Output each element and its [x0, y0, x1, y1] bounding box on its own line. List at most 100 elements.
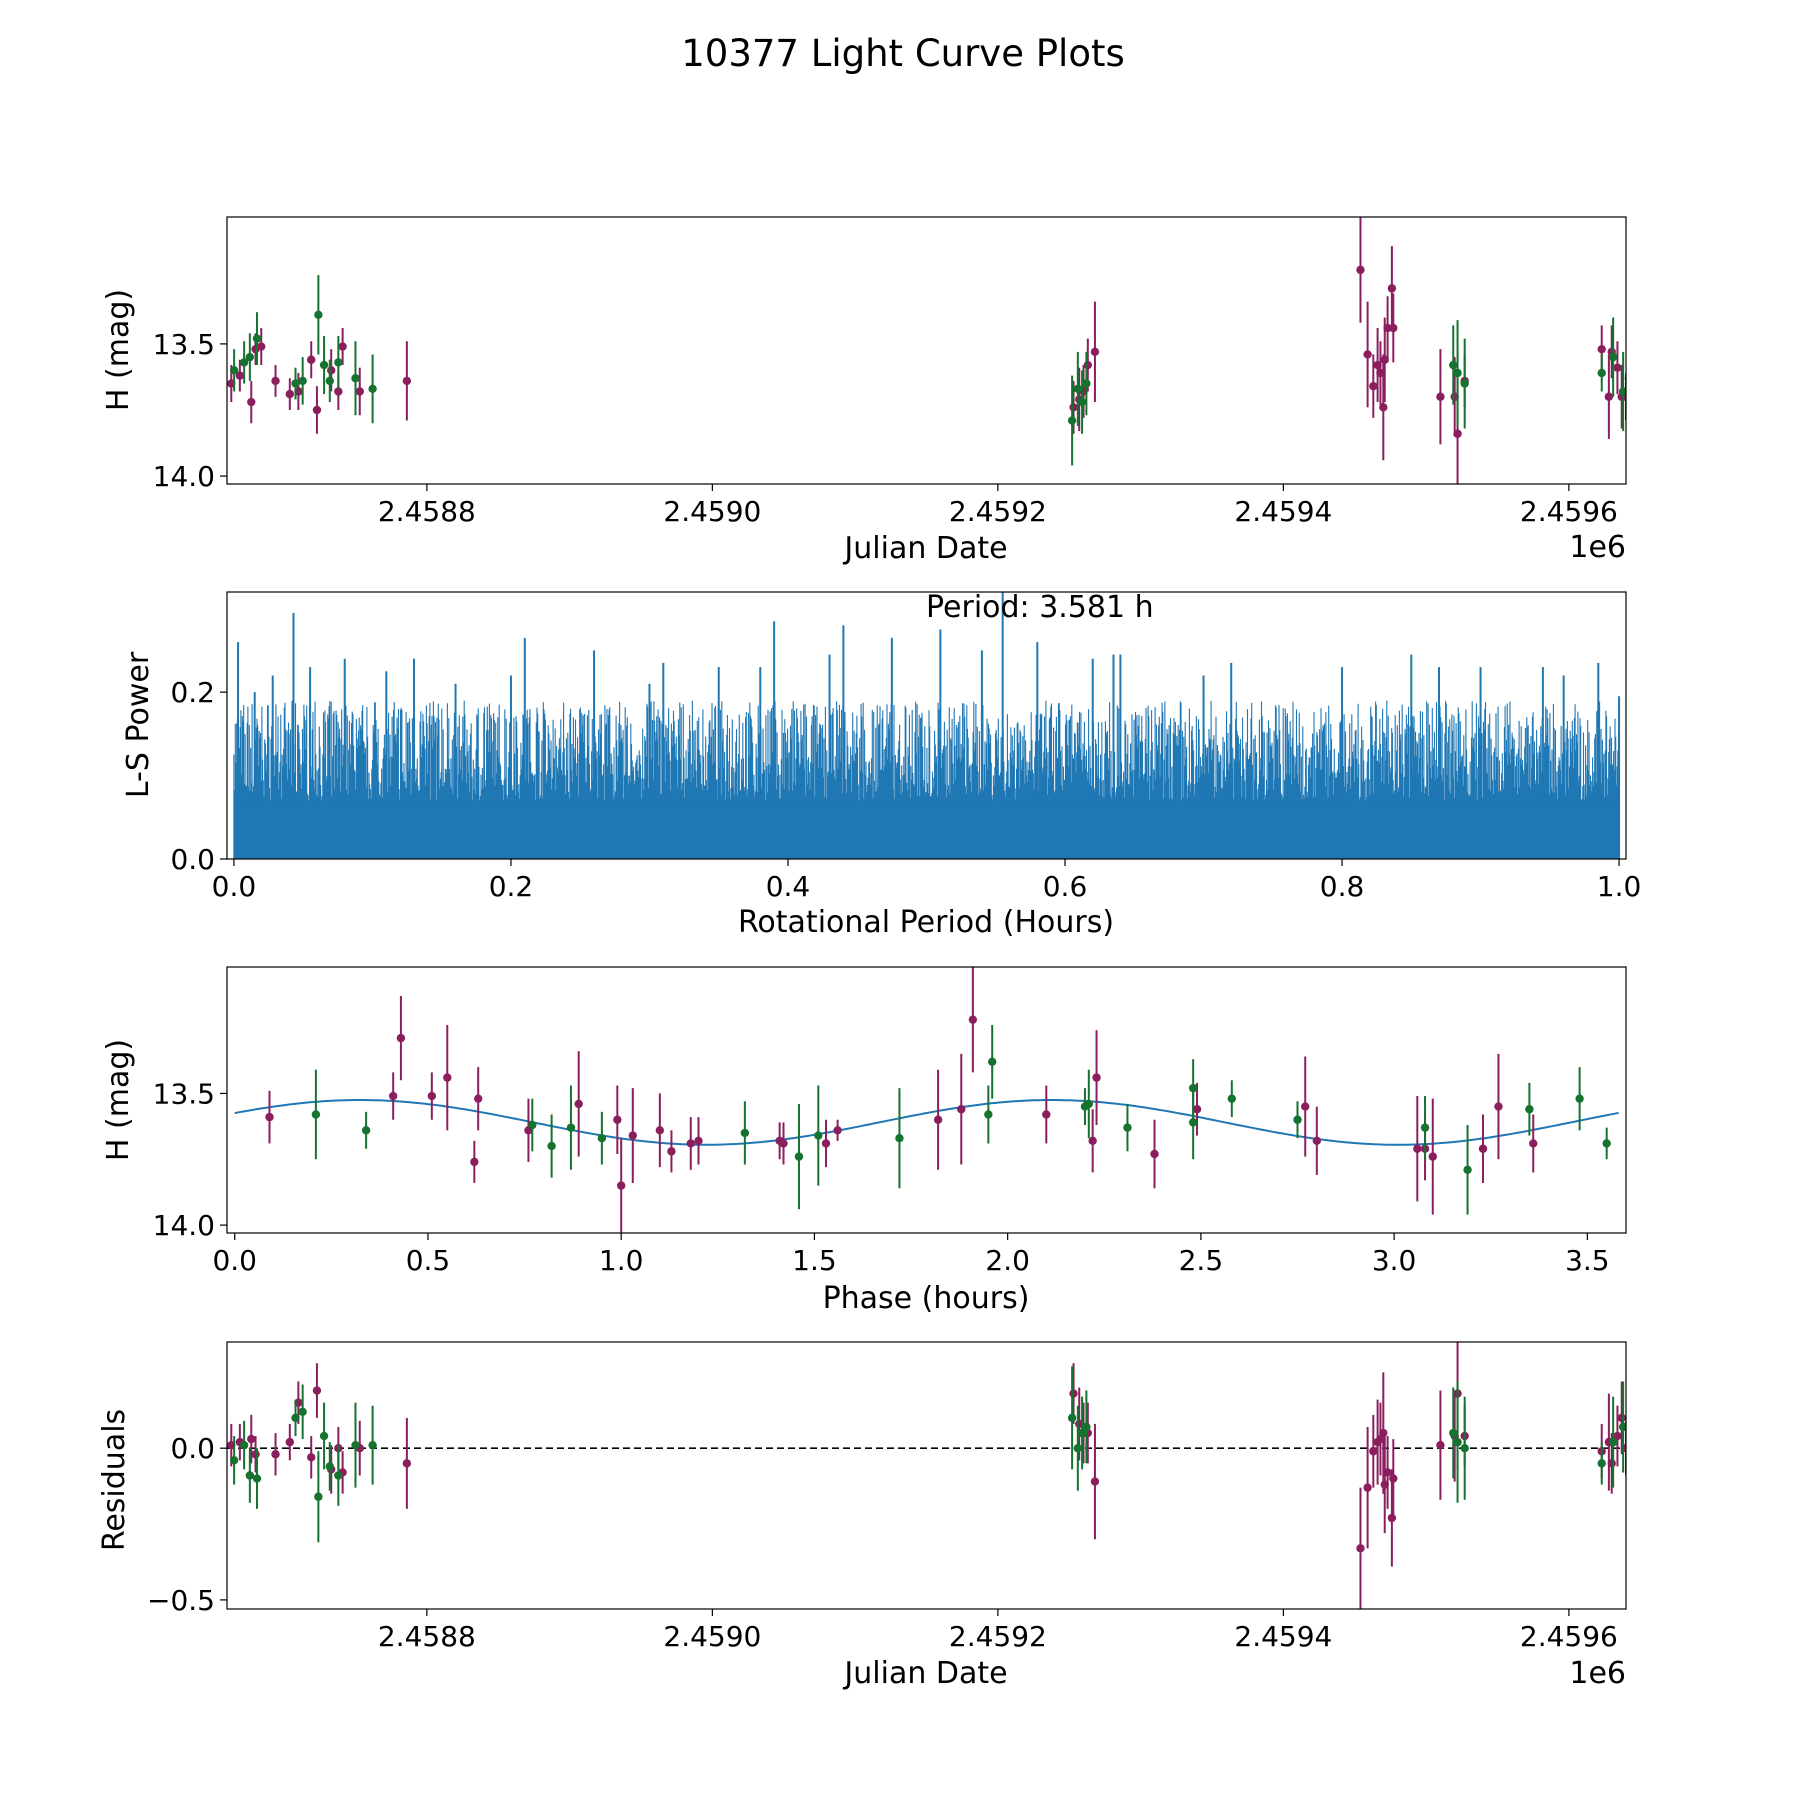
light-curve-point-filter_a — [247, 397, 256, 407]
phase-folded-point-filter_a — [667, 1147, 676, 1156]
phase-folded-point-filter_a — [1192, 1105, 1202, 1114]
residuals-x-tick-label: 2.4590 — [663, 1620, 761, 1653]
light-curve-point-filter_b — [1077, 397, 1087, 407]
residuals-point-filter_b — [1449, 1428, 1458, 1438]
light-curve-y-tick-label: 13.5 — [153, 328, 215, 361]
light-curve-x-tick-label: 2.4596 — [1520, 495, 1618, 528]
residuals-point-filter_a — [1090, 1477, 1100, 1486]
phase-folded-point-filter_a — [686, 1139, 695, 1148]
phase-folded-x-tick-label: 3.0 — [1372, 1244, 1417, 1277]
phase-folded-y-label: H (mag) — [101, 1039, 136, 1161]
phase-folded-point-filter_a — [957, 1105, 966, 1114]
light-curve-point-filter_a — [1613, 363, 1622, 372]
phase-folded-point-filter_a — [427, 1091, 437, 1101]
periodogram-y-tick-label: 0.0 — [170, 843, 215, 876]
residuals-point-filter_b — [368, 1440, 377, 1450]
phase-folded-axes: 0.0 0.5 1.0 1.5 2.0 2.5 3.0 3.5 14.0 13.5 — [153, 1077, 1610, 1277]
phase-folded-point-filter_b — [1084, 1099, 1094, 1109]
light-curve-point-filter_b — [1618, 387, 1626, 396]
residuals-x-tick-label: 2.4594 — [1234, 1620, 1332, 1653]
residuals-point-filter_b — [314, 1492, 323, 1501]
light-curve-point-filter_a — [1389, 323, 1398, 333]
phase-folded-marks — [234, 967, 1619, 1233]
residuals-point-filter_b — [319, 1431, 329, 1441]
phase-folded-point-filter_a — [613, 1115, 622, 1124]
phase-folded-x-tick-label: 1.5 — [792, 1244, 837, 1277]
residuals-y-label: Residuals — [97, 1409, 132, 1551]
residuals-x-tick-label: 2.4596 — [1520, 1620, 1618, 1653]
residuals-x-tick-label: 2.4588 — [378, 1620, 476, 1653]
light-curve-point-filter_a — [1387, 284, 1397, 293]
light-curve-point-filter_b — [298, 376, 307, 386]
phase-folded-x-tick-label: 3.5 — [1565, 1244, 1610, 1277]
phase-folded-point-filter_b — [1602, 1139, 1611, 1148]
residuals-y-tick-label: −0.5 — [147, 1584, 215, 1617]
phase-folded-x-tick-label: 0.5 — [406, 1244, 451, 1277]
residuals-point-filter_b — [1073, 1443, 1083, 1453]
phase-folded-point-filter_a — [1150, 1149, 1159, 1159]
residuals-point-filter_a — [307, 1453, 316, 1462]
light-curve-y-tick-label: 14.0 — [153, 460, 215, 493]
residuals-point-filter_b — [239, 1440, 249, 1450]
phase-folded-model-curve — [234, 1099, 1619, 1146]
phase-folded-point-filter_a — [933, 1115, 943, 1124]
phase-folded-point-filter_a — [779, 1139, 788, 1148]
light-curve-point-filter_a — [1083, 360, 1093, 370]
light-curve-point-filter_b — [1453, 368, 1462, 378]
phase-folded-point-filter_b — [1293, 1115, 1302, 1124]
phase-folded-point-filter_a — [1312, 1136, 1322, 1146]
phase-folded-point-filter_a — [968, 1015, 978, 1024]
phase-folded-point-filter_b — [311, 1110, 321, 1119]
light-curve-point-filter_a — [235, 371, 245, 380]
periodogram-x-tick-label: 1.0 — [1597, 870, 1642, 903]
periodogram-y-tick-label: 0.2 — [170, 676, 215, 709]
light-curve-point-filter_a — [257, 342, 266, 351]
light-curve-point-filter_b — [1067, 416, 1077, 425]
light-curve-x-tick-label: 2.4594 — [1234, 495, 1332, 528]
light-curve-point-filter_b — [319, 360, 329, 370]
residuals-x-offset: 1e6 — [1569, 1656, 1626, 1691]
residuals-point-filter_b — [1618, 1422, 1626, 1432]
figure-title: 10377 Light Curve Plots — [681, 32, 1125, 75]
light-curve-point-filter_b — [334, 358, 343, 367]
light-curve-point-filter_b — [291, 379, 300, 388]
phase-folded-point-filter_a — [655, 1126, 665, 1135]
light-curve-axes: 2.4588 2.4590 2.4592 2.4594 2.4596 14.0 13.5 — [153, 328, 1618, 528]
phase-folded-point-filter_b — [1123, 1123, 1132, 1132]
residuals-point-filter_a — [402, 1459, 412, 1468]
residuals-point-filter_b — [1453, 1437, 1462, 1447]
light-curve-frame — [226, 216, 1627, 485]
phase-folded-point-filter_a — [694, 1136, 703, 1146]
light-curve-point-filter_b — [245, 352, 255, 362]
phase-folded-point-filter_b — [597, 1133, 607, 1143]
periodogram-x-tick-label: 0.6 — [1043, 870, 1088, 903]
residuals-point-filter_b — [1597, 1459, 1606, 1468]
light-curve-point-filter_a — [1363, 350, 1372, 359]
periodogram-panel: 0.0 0.2 0.4 0.6 0.8 1.0 0.0 0.2 Period: 3.581 h… — [121, 590, 1641, 940]
phase-folded-point-filter_b — [1575, 1094, 1584, 1103]
light-curve-point-filter_b — [314, 310, 323, 320]
phase-folded-point-filter_a — [388, 1091, 398, 1101]
residuals-point-filter_a — [1383, 1468, 1392, 1477]
periodogram-x-tick-label: 0.2 — [489, 870, 534, 903]
residuals-point-filter_a — [1613, 1431, 1622, 1441]
residuals-point-filter_b — [1077, 1428, 1087, 1438]
light-curve-point-filter_a — [285, 389, 295, 399]
residuals-frame — [226, 1341, 1627, 1610]
light-curve-point-filter_b — [1082, 379, 1091, 388]
residuals-y-tick-label: 0.0 — [170, 1432, 215, 1465]
phase-folded-point-filter_a — [1042, 1110, 1051, 1119]
phase-folded-x-tick-label: 2.0 — [985, 1244, 1030, 1277]
phase-folded-point-filter_b — [1463, 1165, 1472, 1174]
phase-folded-point-filter_a — [1301, 1102, 1310, 1111]
phase-folded-point-filter_a — [474, 1094, 483, 1103]
phase-folded-point-filter_b — [1227, 1094, 1237, 1103]
light-curve-x-tick-label: 2.4588 — [378, 495, 476, 528]
phase-folded-point-filter_b — [987, 1057, 997, 1067]
periodogram-x-label: Rotational Period (Hours) — [738, 905, 1114, 940]
light-curve-point-filter_a — [312, 405, 322, 415]
light-curve-point-filter_b — [325, 376, 334, 386]
phase-folded-x-label: Phase (hours) — [823, 1281, 1030, 1316]
residuals-point-filter_a — [285, 1437, 295, 1447]
